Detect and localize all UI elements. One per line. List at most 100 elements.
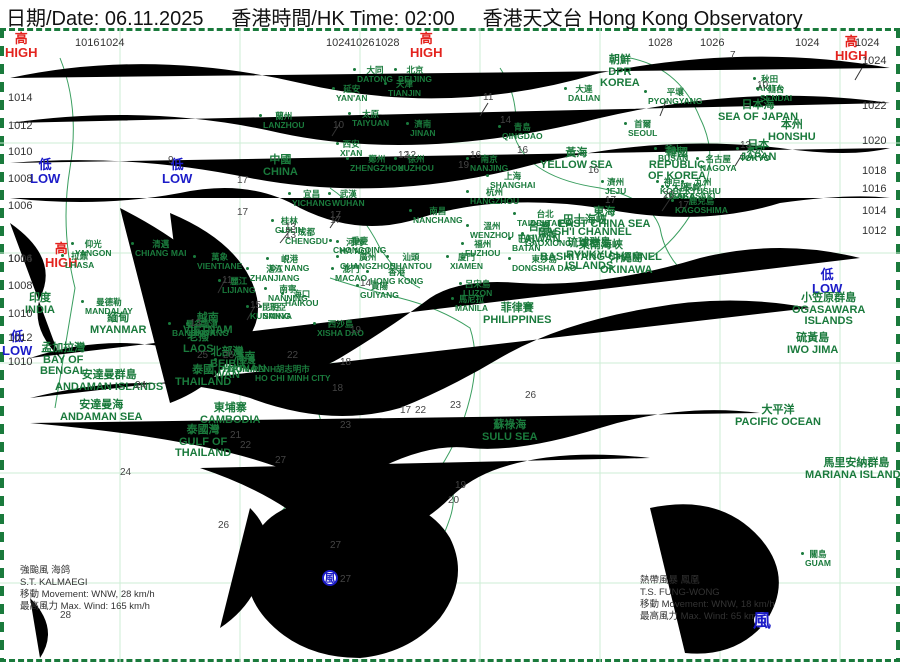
wind-speed-20: 13 xyxy=(285,222,296,233)
city-dot-7 xyxy=(246,305,249,308)
region-label-27: 蘇祿海 SULU SEA xyxy=(482,420,538,443)
city-dot-35 xyxy=(446,255,449,258)
city-label-21: 釜山 BUSAN xyxy=(658,145,688,163)
city-dot-11 xyxy=(394,68,397,71)
isobar-value-20: 1024 xyxy=(862,55,886,67)
wind-speed-15: 7 xyxy=(730,50,736,61)
wind-speed-2: 17 xyxy=(237,207,248,218)
isobar-value-22: 1020 xyxy=(862,135,886,147)
city-label-50: 萬象 VIENTIANE xyxy=(197,253,242,271)
city-label-18: 大連 DALIAN xyxy=(568,85,600,103)
city-dot-51 xyxy=(131,242,134,245)
wind-speed-33: 17 xyxy=(400,405,411,416)
city-dot-22 xyxy=(601,180,604,183)
region-label-6: 中國 CHINA xyxy=(263,155,298,178)
city-label-62: 名古屋 NAGOYA xyxy=(700,155,737,173)
city-dot-14 xyxy=(406,122,409,125)
city-dot-33 xyxy=(271,219,274,222)
weather-map: 日期/Date: 06.11.2025 香港時間/HK Time: 02:00 … xyxy=(0,0,900,662)
city-dot-12 xyxy=(384,82,387,85)
wind-speed-26: 19 xyxy=(350,325,361,336)
wind-speed-24: 14 xyxy=(360,278,371,289)
wind-speed-34: 22 xyxy=(415,405,426,416)
wind-speed-46: 27 xyxy=(340,574,351,585)
isobar-value-3: 1010 xyxy=(8,146,32,158)
city-dot-54 xyxy=(168,322,171,325)
city-label-31: 宜昌 YICHANG xyxy=(292,190,331,208)
wind-speed-9: 16 xyxy=(517,145,528,156)
city-dot-60 xyxy=(656,180,659,183)
low-marker-1: 低 LOW xyxy=(30,158,60,187)
city-dot-39 xyxy=(386,255,389,258)
wind-speed-13: 19 xyxy=(458,160,469,171)
wind-speed-36: 23 xyxy=(340,420,351,431)
typhoon-symbol-fungwong[interactable]: 風 xyxy=(754,612,770,628)
city-label-49: 河內 HA NOI xyxy=(340,238,369,256)
city-dot-16 xyxy=(394,157,397,160)
city-dot-0 xyxy=(259,114,262,117)
city-dot-48 xyxy=(266,257,269,260)
city-dot-32 xyxy=(328,192,331,195)
wind-speed-31: 26 xyxy=(223,350,234,361)
low-marker-2: 低 LOW xyxy=(162,158,192,187)
city-label-20: 首爾 SEOUL xyxy=(628,120,657,138)
isobar-value-12: 1024 xyxy=(100,37,124,49)
isobar-value-8: 1010 xyxy=(8,308,32,320)
map-header: 日期/Date: 06.11.2025 香港時間/HK Time: 02:00 … xyxy=(6,2,803,31)
city-dot-21 xyxy=(654,147,657,150)
region-label-18: 緬甸 MYANMAR xyxy=(90,313,146,336)
city-dot-5 xyxy=(218,279,221,282)
city-dot-55 xyxy=(214,358,217,361)
city-label-59: 巴丹 BATAN xyxy=(512,235,540,253)
city-label-47: 東莎島 DONGSHA DAO xyxy=(512,255,576,273)
wind-speed-8: 14 xyxy=(500,115,511,126)
isobar-value-26: 1012 xyxy=(862,225,886,237)
region-label-26: 菲律賽 PHILIPPINES xyxy=(483,303,551,326)
city-dot-57 xyxy=(451,297,454,300)
typhoon-symbol-kalmaegi[interactable]: 風 xyxy=(322,570,338,586)
city-label-32: 武漢 WUHAN xyxy=(332,190,365,208)
city-dot-29 xyxy=(409,209,412,212)
region-label-25: 泰國灣 GULF OF THAILAND xyxy=(175,425,231,460)
city-dot-27 xyxy=(486,174,489,177)
isobar-value-11: 1010 xyxy=(8,356,32,368)
city-dot-2 xyxy=(336,142,339,145)
isobar-value-2: 1012 xyxy=(8,120,32,132)
isobar-value-5: 1006 xyxy=(8,200,32,212)
wind-speed-39: 26 xyxy=(525,390,536,401)
isobar-value-21: 1022 xyxy=(862,100,886,112)
isobar-value-24: 1016 xyxy=(862,183,886,195)
city-dot-4 xyxy=(329,239,332,242)
wind-speed-35: 23 xyxy=(450,400,461,411)
city-dot-30 xyxy=(466,224,469,227)
city-dot-20 xyxy=(624,122,627,125)
isobar-value-19: 1024 xyxy=(855,37,879,49)
city-dot-58 xyxy=(459,282,462,285)
isobar-value-14: 1026 xyxy=(350,37,374,49)
city-dot-13 xyxy=(348,112,351,115)
city-label-53: 曼德勒 MANDALAY xyxy=(85,298,133,316)
isobar-value-17: 1026 xyxy=(700,37,724,49)
city-dot-6 xyxy=(356,284,359,287)
isobar-value-16: 1028 xyxy=(648,37,672,49)
city-label-1: 延安 YAN'AN xyxy=(336,85,367,103)
city-dot-36 xyxy=(513,212,516,215)
wind-speed-4: 10 xyxy=(333,120,344,131)
city-label-22: 濟州 JEJU xyxy=(605,178,626,196)
region-label-15: 硫黃島 IWO JIMA xyxy=(787,333,838,356)
city-dot-46 xyxy=(313,322,316,325)
city-dot-44 xyxy=(281,292,284,295)
city-dot-15 xyxy=(346,157,349,160)
wind-speed-47: 28 xyxy=(60,610,71,621)
region-label-4: 本州 HONSHU xyxy=(768,120,816,143)
city-label-36: 台北 TAIBEI/TAIPEI xyxy=(517,210,573,228)
city-label-13: 太原 TAIYUAN xyxy=(352,110,389,128)
city-label-51: 清邁 CHIANG MAI xyxy=(135,240,186,258)
wind-speed-14: 17 xyxy=(237,175,248,186)
region-label-30: 安達曼群島 ANDAMAN ISLANDS xyxy=(55,370,163,393)
isobar-value-15: 1028 xyxy=(375,37,399,49)
wind-speed-38: 22 xyxy=(240,440,251,451)
city-dot-50 xyxy=(193,255,196,258)
isobar-value-10: 1014 xyxy=(8,253,32,265)
wind-speed-32: 18 xyxy=(332,383,343,394)
